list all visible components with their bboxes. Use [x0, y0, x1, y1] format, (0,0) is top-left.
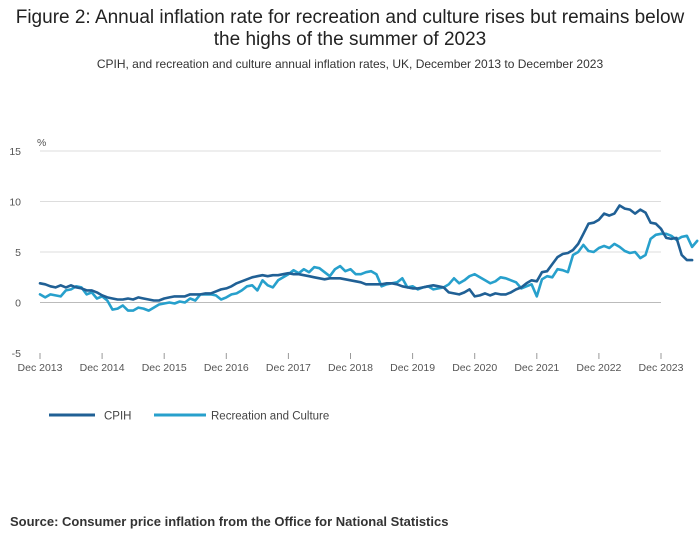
gridlines — [40, 150, 661, 303]
x-tick-label: Dec 2016 — [204, 362, 249, 374]
y-tick-label: 15 — [9, 146, 21, 158]
chart-title: Figure 2: Annual inflation rate for recr… — [15, 7, 685, 50]
series-lines — [38, 204, 699, 312]
x-tick-label: Dec 2014 — [80, 362, 125, 374]
chart-subtitle: CPIH, and recreation and culture annual … — [96, 57, 604, 71]
y-tick-label: 5 — [15, 247, 21, 259]
x-tick-label: Dec 2022 — [576, 362, 621, 374]
legend-label: Recreation and Culture — [211, 411, 329, 423]
x-tick-label: Dec 2023 — [639, 362, 684, 374]
series-line-cpih — [38, 204, 694, 302]
x-tick-label: Dec 2015 — [142, 362, 187, 374]
x-tick-label: Dec 2021 — [514, 362, 559, 374]
x-tick-label: Dec 2017 — [266, 362, 311, 374]
source-note: Source: Consumer price inflation from th… — [10, 514, 449, 529]
series-line-recreation-and-culture — [38, 232, 699, 312]
y-tick-label: -5 — [12, 348, 21, 360]
x-tick-label: Dec 2013 — [18, 362, 63, 374]
y-axis: % 15 10 5 0 -5 — [9, 137, 46, 360]
x-tick-label: Dec 2018 — [328, 362, 373, 374]
x-tick-label: Dec 2019 — [390, 362, 435, 374]
y-tick-label: 0 — [15, 298, 21, 310]
x-axis: Dec 2013 Dec 2014 Dec 2015 Dec 2016 Dec 2017… — [18, 353, 684, 374]
legend-label: CPIH — [104, 411, 131, 423]
x-tick-label: Dec 2020 — [452, 362, 497, 374]
y-axis-label: % — [37, 137, 46, 149]
legend: CPIH Recreation and Culture — [49, 411, 329, 423]
y-tick-label: 10 — [9, 197, 21, 209]
